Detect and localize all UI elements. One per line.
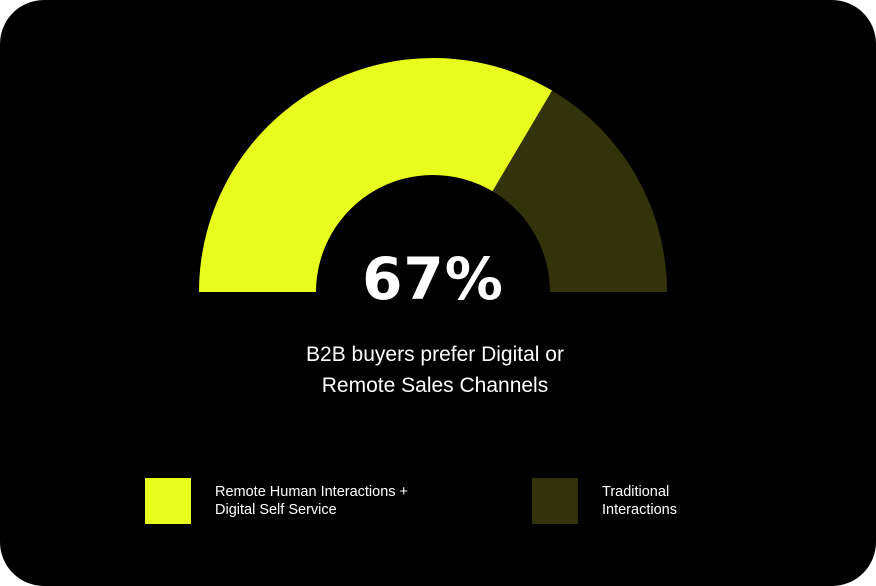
- chart-caption: B2B buyers prefer Digital or Remote Sale…: [0, 339, 870, 401]
- legend-label-digital-line-2: Digital Self Service: [215, 502, 337, 518]
- legend-label-traditional: Traditional Interactions: [602, 483, 677, 519]
- legend-label-traditional-line-1: Traditional: [602, 484, 670, 500]
- legend-label-digital-line-1: Remote Human Interactions +: [215, 484, 409, 500]
- legend-label-digital: Remote Human Interactions + Digital Self…: [215, 483, 408, 519]
- legend-label-traditional-line-2: Interactions: [602, 502, 677, 518]
- gauge-value-label: 67%: [362, 245, 504, 313]
- legend-swatch-traditional: [532, 478, 578, 524]
- gauge-segment-digital: [199, 58, 553, 292]
- caption-line-1: B2B buyers prefer Digital or: [306, 343, 564, 366]
- gauge-segment-traditional: [492, 90, 667, 292]
- legend-swatch-digital: [145, 478, 191, 524]
- caption-line-2: Remote Sales Channels: [321, 374, 549, 397]
